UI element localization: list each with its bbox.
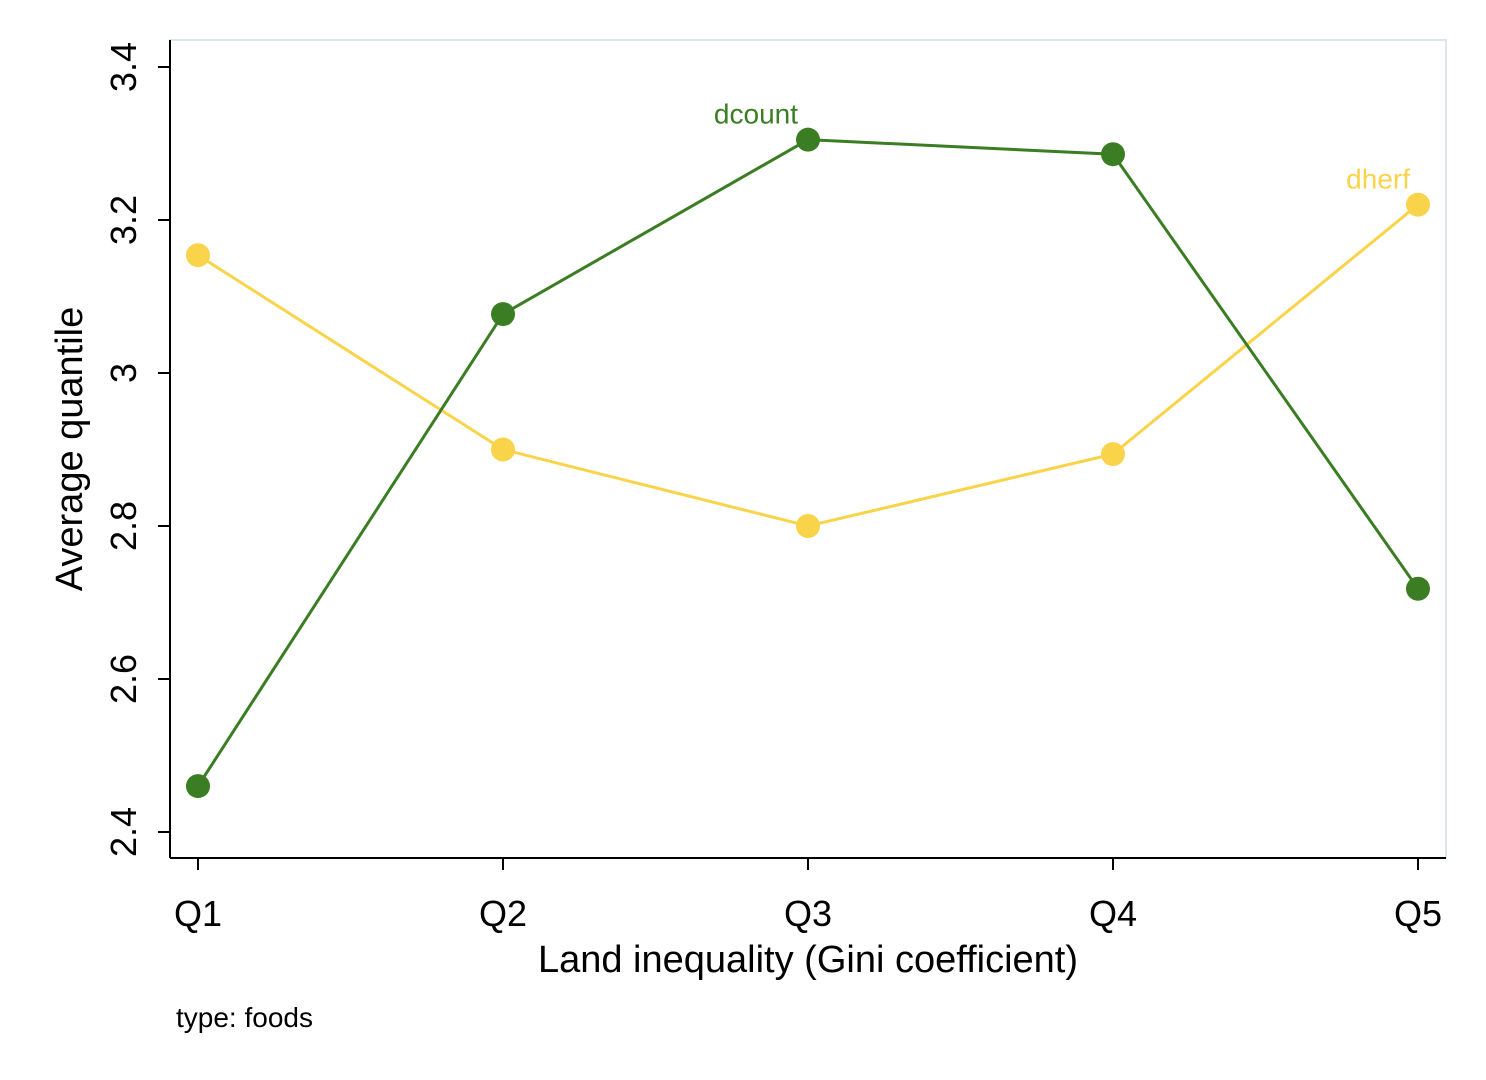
series-dherf <box>186 192 1430 538</box>
series-label-dcount: dcount <box>714 99 798 130</box>
plot-frame <box>169 39 1447 859</box>
y-axis-title: Average quantile <box>49 307 91 592</box>
data-point-dherf <box>1101 442 1125 467</box>
x-tick-label: Q5 <box>1394 893 1442 934</box>
y-tick-label: 3 <box>103 363 144 383</box>
x-tick-label: Q4 <box>1089 893 1137 934</box>
x-axis-ticks: Q1 Q2 Q3 Q4 Q5 <box>174 858 1442 934</box>
y-tick-label: 2.4 <box>103 807 144 857</box>
data-point-dherf <box>1406 192 1430 217</box>
data-point-dcount <box>796 127 820 152</box>
data-point-dherf <box>491 437 515 462</box>
data-point-dcount <box>1406 576 1430 601</box>
y-tick-label: 3.4 <box>103 42 144 92</box>
data-point-dcount <box>491 302 515 327</box>
series-layer: dcount dherf <box>186 99 1430 799</box>
chart-note: type: foods <box>176 1002 313 1033</box>
data-point-dcount <box>1101 142 1125 167</box>
data-point-dherf <box>186 243 210 268</box>
x-tick-label: Q2 <box>479 893 527 934</box>
series-label-dherf: dherf <box>1346 164 1410 195</box>
series-line-dherf <box>197 203 1419 528</box>
x-axis-title: Land inequality (Gini coefficient) <box>538 939 1078 981</box>
y-tick-label: 3.2 <box>103 195 144 245</box>
y-tick-label: 2.6 <box>103 654 144 704</box>
x-tick-label: Q1 <box>174 893 222 934</box>
data-point-dcount <box>186 774 210 799</box>
y-tick-label: 2.8 <box>103 501 144 551</box>
series-line-dcount <box>196 138 1420 787</box>
data-point-dherf <box>796 514 820 538</box>
y-axis-ticks: 2.4 2.6 2.8 3 3.2 3.4 <box>103 42 170 857</box>
x-tick-label: Q3 <box>784 893 832 934</box>
series-dcount <box>186 127 1430 799</box>
